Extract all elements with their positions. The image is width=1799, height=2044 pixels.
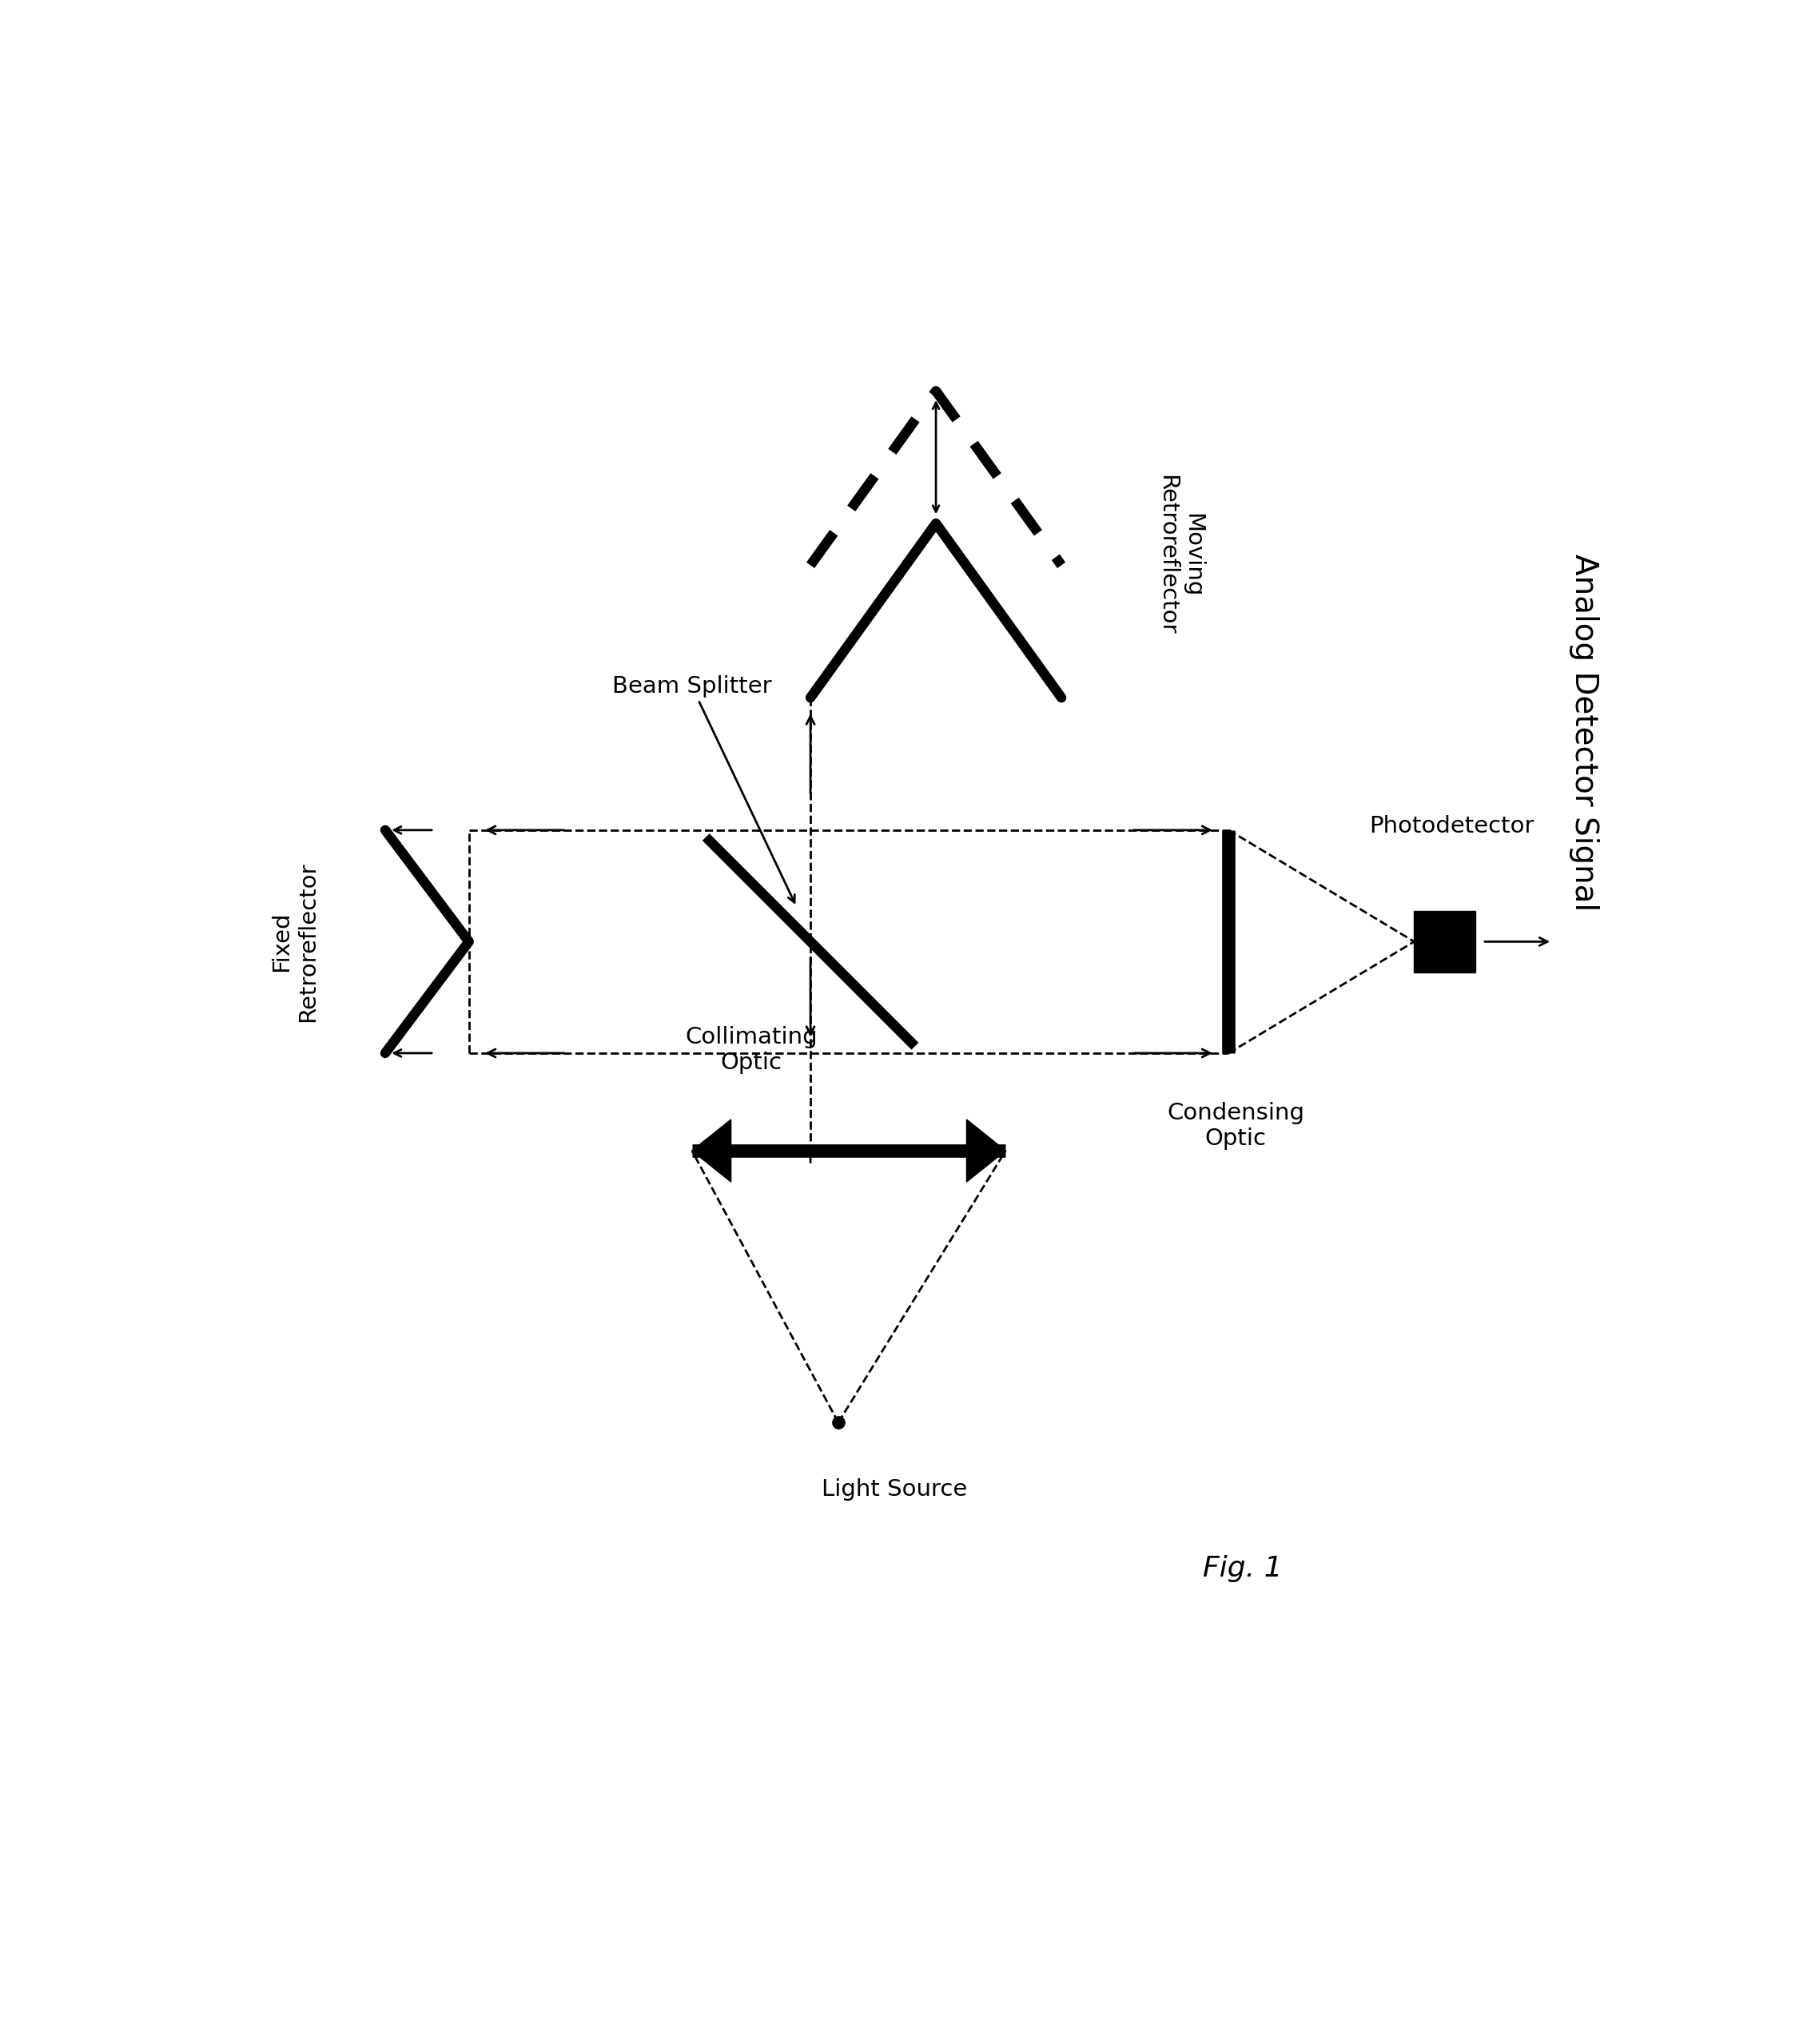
Text: Collimating
Optic: Collimating Optic [685,1026,817,1073]
Text: Fig. 1: Fig. 1 [1204,1555,1283,1582]
Polygon shape [1414,912,1475,973]
Text: Photodetector: Photodetector [1369,816,1535,838]
Text: Condensing
Optic: Condensing Optic [1168,1102,1304,1151]
Text: Moving
Retroreflector: Moving Retroreflector [1155,474,1204,636]
Text: Light Source: Light Source [822,1478,966,1500]
Polygon shape [966,1120,1006,1181]
Polygon shape [693,1120,730,1181]
Text: Beam Splitter: Beam Splitter [612,675,795,903]
Text: Fixed
Retroreflector: Fixed Retroreflector [270,861,318,1022]
Text: Analog Detector Signal: Analog Detector Signal [1569,554,1599,912]
